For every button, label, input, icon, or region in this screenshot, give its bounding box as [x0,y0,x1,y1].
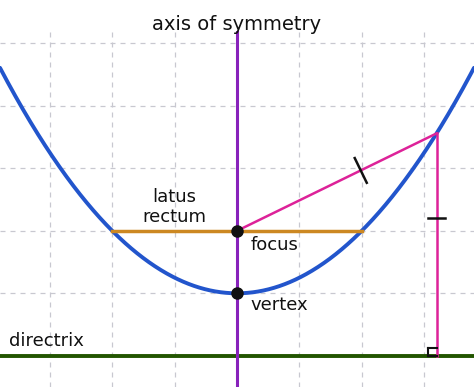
Text: directrix: directrix [9,332,84,349]
Text: vertex: vertex [251,296,309,314]
Text: axis of symmetry: axis of symmetry [153,15,321,34]
Text: latus
rectum: latus rectum [143,188,207,226]
Text: focus: focus [251,236,299,254]
